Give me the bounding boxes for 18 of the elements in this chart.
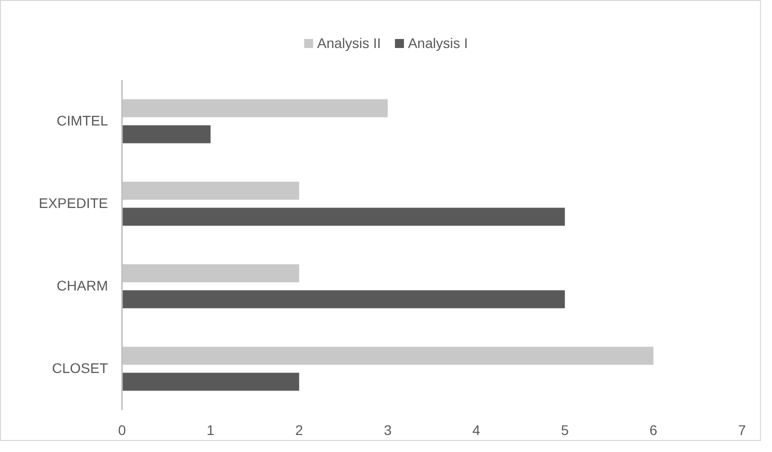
bar bbox=[122, 125, 211, 144]
y-tick-label: CLOSET bbox=[52, 360, 108, 376]
x-tick-label: 0 bbox=[118, 422, 126, 438]
bar bbox=[122, 208, 565, 226]
legend-label: Analysis II bbox=[317, 35, 381, 51]
y-tick-label: EXPEDITE bbox=[38, 195, 108, 212]
x-tick-label: 2 bbox=[295, 422, 304, 438]
y-tick-label: CHARM bbox=[56, 278, 108, 294]
bar bbox=[122, 290, 565, 308]
x-tick-label: 1 bbox=[206, 422, 215, 438]
legend-label: Analysis I bbox=[408, 35, 468, 51]
x-tick-label: 7 bbox=[738, 422, 746, 438]
bar bbox=[122, 372, 300, 391]
x-tick-label: 3 bbox=[384, 422, 392, 438]
x-tick-label: 6 bbox=[650, 422, 658, 438]
y-tick-label: CIMTEL bbox=[56, 112, 108, 129]
x-tick-label: 4 bbox=[472, 422, 480, 438]
x-tick-label: 5 bbox=[560, 422, 569, 438]
